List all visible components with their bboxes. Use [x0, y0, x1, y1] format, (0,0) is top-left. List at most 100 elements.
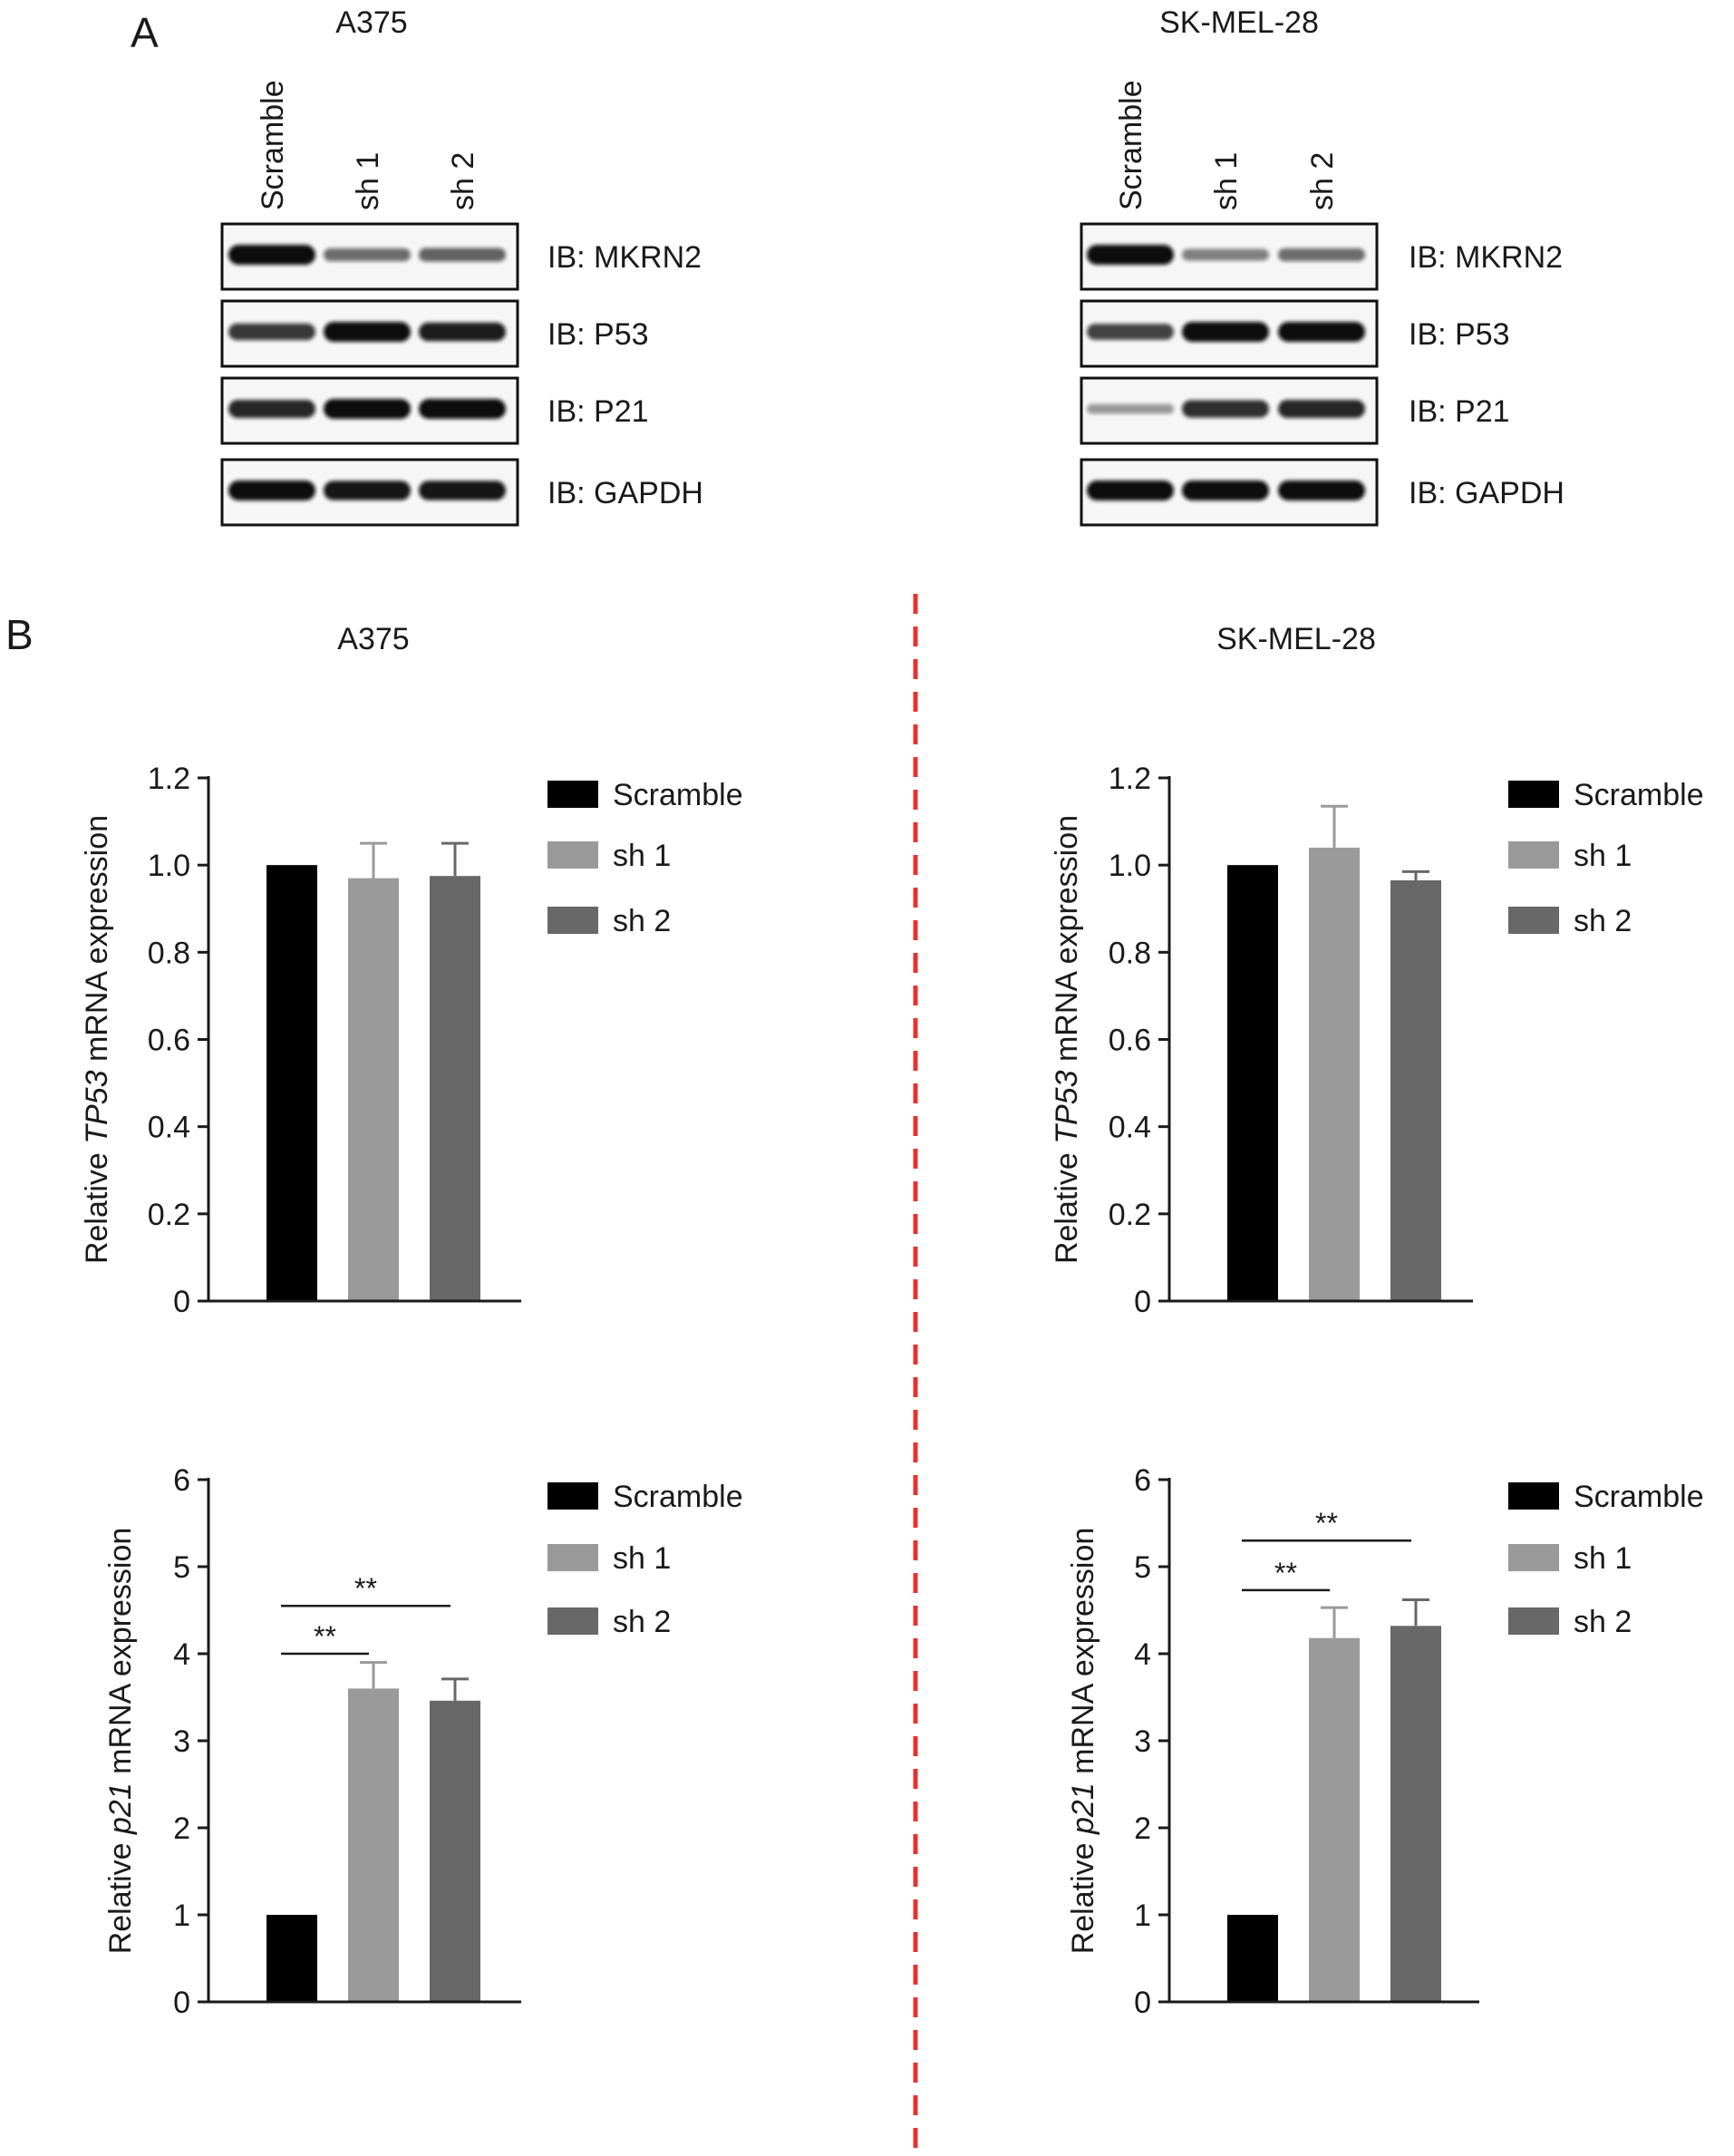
significance-label: **	[354, 1572, 377, 1605]
y-tick-label: 4	[1134, 1637, 1151, 1672]
legend-label: sh 2	[1574, 1605, 1632, 1639]
blot-band	[419, 248, 506, 262]
y-axis-label-part: Relative	[80, 1144, 114, 1264]
legend-swatch	[1508, 1544, 1559, 1571]
y-tick-label: 3	[173, 1724, 190, 1759]
blot-band	[1182, 248, 1269, 261]
y-tick-label: 0.8	[148, 936, 190, 970]
blot-band	[1087, 324, 1174, 340]
significance-label: **	[1274, 1557, 1297, 1589]
legend-swatch	[1508, 1607, 1559, 1635]
legend-label: sh 1	[1574, 839, 1632, 873]
y-axis-label-part: Relative	[1050, 1144, 1084, 1264]
y-axis-label-gene: TP53	[80, 1070, 114, 1143]
y-tick-label: 0.4	[148, 1111, 190, 1145]
column-title-a375: A375	[337, 622, 409, 656]
y-axis-label-gene: p21	[1066, 1782, 1100, 1835]
blot-band	[1278, 481, 1365, 500]
y-axis-label-part: Relative	[103, 1834, 138, 1954]
lane-label: Scramble	[256, 80, 290, 210]
bar	[266, 1915, 317, 2002]
lane-label: sh 1	[1209, 152, 1244, 210]
blot-band	[1278, 400, 1365, 418]
blot-label: IB: GAPDH	[1409, 476, 1564, 510]
blot-label: IB: P53	[547, 317, 649, 352]
legend-swatch	[547, 781, 598, 808]
legend-label: sh 2	[613, 1605, 671, 1639]
blot-title-skmel28: SK-MEL-28	[1159, 5, 1319, 40]
lane-label: sh 1	[351, 152, 385, 210]
blot-band	[419, 322, 506, 342]
y-tick-label: 0.2	[148, 1198, 190, 1232]
bar	[1390, 879, 1441, 1301]
blot-band	[419, 481, 506, 500]
y-tick-label: 0	[1134, 1986, 1151, 2020]
lane-label: Scramble	[1114, 80, 1148, 210]
y-tick-label: 1	[173, 1899, 190, 1933]
blot-label: IB: P53	[1409, 317, 1510, 352]
blot-band	[324, 322, 411, 342]
blot-band	[324, 481, 411, 500]
y-tick-label: 0.6	[148, 1024, 190, 1058]
legend-label: Scramble	[1574, 778, 1704, 812]
bar	[1309, 847, 1360, 1301]
blot-label: IB: GAPDH	[547, 476, 703, 510]
legend-swatch	[1508, 781, 1559, 808]
legend-swatch	[547, 907, 598, 934]
legend-swatch	[547, 1482, 598, 1510]
blot-band	[228, 481, 315, 500]
panel-a-label: A	[131, 9, 159, 56]
blot-band	[1182, 322, 1269, 342]
blot-band	[1087, 245, 1174, 265]
y-axis-label: Relative p21 mRNA expression	[1066, 1528, 1100, 1955]
legend-label: sh 2	[613, 904, 671, 938]
chart: 0 0.2 0.4 0.6 0.8 1.0 1.2 Relative TP53 mRNA ex…	[1050, 762, 1704, 1319]
blot-label: IB: P21	[1409, 394, 1510, 429]
blot-band	[1087, 481, 1174, 500]
lane-label: sh 2	[1305, 152, 1340, 210]
y-tick-label: 6	[1134, 1463, 1151, 1498]
blot-band	[419, 399, 506, 419]
y-tick-label: 1.2	[148, 762, 190, 796]
blot-band	[324, 399, 411, 419]
y-tick-label: 4	[173, 1637, 190, 1672]
bar-charts: 0 0.2 0.4 0.6 0.8 1.0 1.2 Relative TP53 mRNA ex…	[80, 762, 1704, 2020]
panel-b-label: B	[5, 611, 34, 658]
blot-band	[1278, 248, 1365, 262]
bar	[430, 876, 480, 1301]
y-tick-label: 0.8	[1109, 936, 1151, 970]
blot-band	[228, 400, 315, 418]
y-axis-label-part: Relative	[1066, 1834, 1100, 1954]
bar	[430, 1700, 480, 2002]
y-tick-label: 0.2	[1109, 1198, 1151, 1232]
blot-band	[228, 245, 315, 265]
y-tick-label: 5	[1134, 1550, 1151, 1585]
legend-swatch	[547, 1544, 598, 1571]
chart: 0 1 2 3 4 5 6 Relative p21 mRNA expression Scram…	[103, 1463, 743, 2020]
y-axis-label-part: mRNA expression	[80, 815, 114, 1071]
legend-swatch	[547, 841, 598, 869]
significance-label: **	[314, 1620, 336, 1653]
legend-label: Scramble	[613, 1480, 743, 1514]
blot-band	[228, 323, 315, 341]
chart: 0 0.2 0.4 0.6 0.8 1.0 1.2 Relative TP53 mRNA ex…	[80, 762, 743, 1319]
bar	[348, 878, 399, 1301]
y-tick-label: 0.6	[1109, 1024, 1151, 1058]
legend-label: Scramble	[1574, 1480, 1704, 1514]
legend-label: Scramble	[613, 778, 743, 812]
y-tick-label: 0.4	[1109, 1111, 1151, 1145]
y-tick-label: 1.0	[1109, 849, 1151, 883]
y-tick-label: 6	[173, 1463, 190, 1498]
y-axis-label-part: mRNA expression	[1050, 815, 1084, 1071]
y-tick-label: 1.2	[1109, 762, 1151, 796]
y-tick-label: 3	[1134, 1724, 1151, 1759]
legend-label: sh 1	[613, 839, 671, 873]
blot-title-a375: A375	[335, 5, 407, 40]
y-axis-label: Relative p21 mRNA expression	[103, 1528, 138, 1955]
bar	[1227, 1915, 1278, 2002]
y-axis-label: Relative TP53 mRNA expression	[80, 815, 114, 1264]
blot-band	[324, 248, 411, 262]
legend-label: sh 1	[613, 1541, 671, 1576]
blot-band	[1087, 403, 1174, 414]
blot-label: IB: P21	[547, 394, 649, 429]
